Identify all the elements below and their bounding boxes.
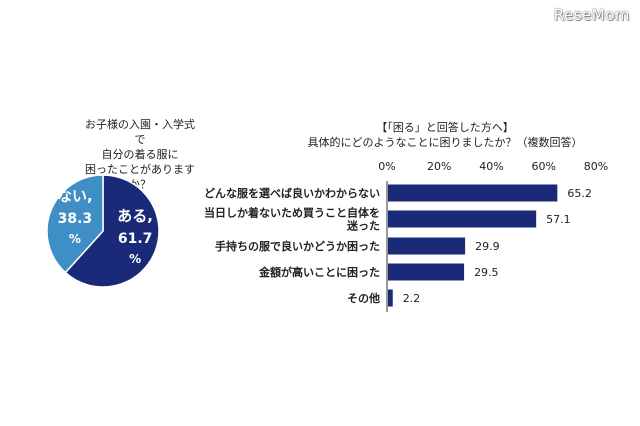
x-tick-label-2: 40% xyxy=(479,160,503,173)
bar-2 xyxy=(388,237,466,255)
x-tick-label-4: 80% xyxy=(584,160,608,173)
bar-chart: 0% 20% 40% 60% 80% 65.2 どんな服を選べば良いかわからない 57.1 当日… xyxy=(204,160,608,312)
pie-slice-0 xyxy=(64,174,160,288)
category-label-1-0: 当日しか着ないため買うこと自体を xyxy=(204,206,380,220)
pie-slice-unit-0: % xyxy=(129,252,141,266)
pie-chart: ある, 61.7% ない, 38.3% xyxy=(46,174,160,288)
pie-slice-value-1: 38.3 xyxy=(58,211,93,227)
bar-value-label-4: 2.2 xyxy=(403,292,421,305)
pie-slice-unit-1: % xyxy=(69,232,81,246)
category-label-3-0: 金額が高いことに困った xyxy=(258,265,380,279)
pie-slice-1 xyxy=(46,174,104,274)
resemom-logo: ReseMom xyxy=(553,6,630,24)
x-tick-label-3: 60% xyxy=(532,160,556,173)
category-label-0-0: どんな服を選べば良いかわからない xyxy=(204,186,380,200)
bar-value-label-2: 29.9 xyxy=(475,240,500,253)
bar-value-label-3: 29.5 xyxy=(474,266,499,279)
category-label-2-0: 手持ちの服で良いかどうか困った xyxy=(215,239,380,253)
pie-slice-label-1: ない, xyxy=(57,187,93,205)
bar-chart-title: 【「困る」と回答した方へ】 具体的にどのようなことに困りましたか？（複数回答） xyxy=(295,120,595,150)
pie-slice-value-0: 61.7 xyxy=(118,231,153,247)
pie-title-line-2: 自分の着る服に xyxy=(101,148,179,161)
category-label-1-1: 迷った xyxy=(346,219,380,233)
bar-value-label-0: 65.2 xyxy=(567,187,592,200)
category-label-4-0: その他 xyxy=(347,291,380,305)
bar-value-label-1: 57.1 xyxy=(546,213,571,226)
bar-3 xyxy=(388,263,465,281)
pie-title-line-1: お子様の入園・入学式で xyxy=(85,118,195,146)
bar-4 xyxy=(388,289,393,307)
bar-1 xyxy=(388,210,537,228)
bar-title-line-1: 【「困る」と回答した方へ】 xyxy=(376,121,514,134)
x-tick-label-1: 20% xyxy=(427,160,451,173)
pie-chart-title: お子様の入園・入学式で 自分の着る服に 困ったことがありますか？ xyxy=(80,117,200,192)
pie-slice-label-0: ある, xyxy=(117,207,153,225)
bar-0 xyxy=(388,184,558,202)
bar-title-line-2: 具体的にどのようなことに困りましたか？（複数回答） xyxy=(307,136,583,149)
x-tick-label-0: 0% xyxy=(378,160,395,173)
